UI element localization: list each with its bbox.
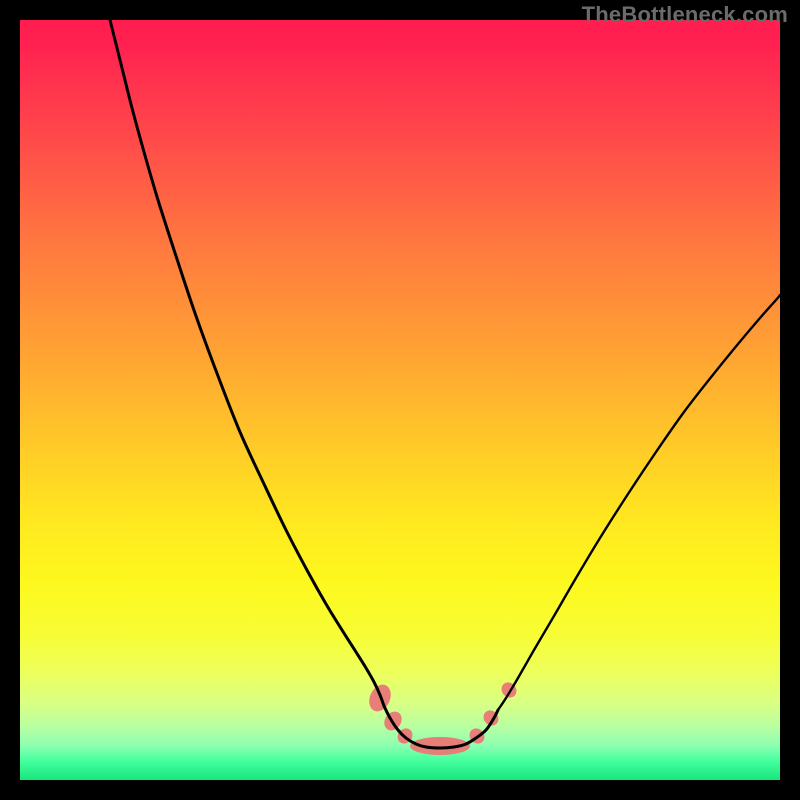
watermark-text: TheBottleneck.com xyxy=(582,2,788,28)
plot-area xyxy=(20,20,780,780)
plot-svg xyxy=(20,20,780,780)
gradient-background xyxy=(20,20,780,780)
chart-container: TheBottleneck.com xyxy=(0,0,800,800)
